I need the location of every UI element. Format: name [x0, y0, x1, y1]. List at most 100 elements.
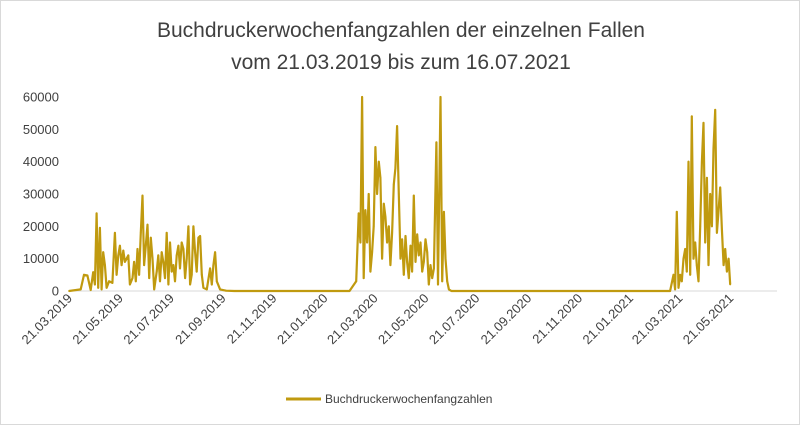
- data-point: [139, 231, 142, 234]
- data-point: [429, 264, 432, 266]
- data-point: [389, 264, 392, 266]
- data-point: [364, 209, 367, 212]
- data-point: [141, 194, 144, 197]
- data-point: [690, 115, 693, 118]
- data-point: [444, 257, 447, 260]
- data-point: [675, 210, 678, 213]
- data-point: [697, 280, 700, 283]
- data-point: [138, 273, 141, 276]
- data-point: [726, 270, 728, 273]
- data-point: [108, 280, 110, 283]
- data-point: [711, 225, 713, 228]
- data-point: [153, 288, 156, 291]
- data-point: [172, 264, 175, 266]
- data-point: [721, 228, 723, 231]
- data-point: [699, 225, 702, 228]
- x-tick-label: 21.07.2019: [120, 291, 177, 348]
- data-point: [162, 261, 165, 263]
- data-point: [122, 249, 125, 252]
- data-point: [685, 270, 688, 273]
- x-tick-label: 21.05.2019: [69, 291, 126, 348]
- data-point: [416, 233, 419, 236]
- data-point: [712, 147, 715, 150]
- data-point: [79, 288, 82, 291]
- y-tick-label: 40000: [23, 154, 59, 169]
- data-point: [402, 273, 405, 276]
- data-point: [401, 238, 403, 241]
- data-point: [185, 257, 188, 260]
- data-point: [214, 251, 217, 254]
- data-point: [702, 122, 705, 124]
- data-point: [160, 251, 163, 254]
- data-point: [372, 225, 375, 228]
- data-point: [92, 271, 95, 274]
- data-point: [433, 267, 435, 270]
- data-point: [182, 248, 185, 250]
- x-tick-label: 21.11.2020: [529, 291, 585, 347]
- data-point: [391, 231, 393, 234]
- data-point: [371, 251, 373, 254]
- data-point: [194, 251, 197, 254]
- data-point: [362, 277, 365, 279]
- data-point: [411, 270, 413, 273]
- x-tick-label: 21.05.2020: [375, 291, 432, 348]
- data-point: [421, 270, 424, 273]
- data-point: [177, 244, 180, 247]
- data-point: [212, 264, 215, 266]
- data-point: [396, 125, 398, 127]
- data-point: [348, 290, 351, 292]
- data-point: [672, 273, 675, 276]
- data-point: [210, 283, 213, 286]
- data-point: [359, 241, 362, 244]
- chart-subtitle: vom 21.03.2019 bis zum 16.07.2021: [231, 51, 571, 74]
- data-point: [446, 280, 449, 283]
- data-point: [134, 280, 137, 283]
- data-point: [412, 194, 415, 197]
- data-point: [694, 241, 697, 244]
- data-point: [382, 202, 385, 205]
- data-point: [417, 254, 420, 257]
- data-point: [674, 288, 676, 291]
- data-point: [125, 257, 128, 260]
- x-tick-label: 21.11.2019: [224, 291, 280, 347]
- data-point: [677, 286, 680, 289]
- data-point: [422, 261, 425, 263]
- data-point: [205, 288, 208, 291]
- y-tick-label: 30000: [23, 187, 59, 202]
- series-line: [68, 95, 732, 293]
- data-point: [94, 283, 96, 286]
- x-tick-label: 21.09.2020: [478, 291, 535, 348]
- data-point: [392, 183, 395, 186]
- y-tick-label: 20000: [23, 219, 59, 234]
- data-point: [437, 283, 439, 286]
- data-point: [215, 280, 218, 283]
- data-point: [394, 167, 397, 170]
- data-point: [450, 290, 453, 292]
- data-point: [219, 288, 222, 291]
- data-point: [404, 235, 407, 237]
- data-point: [187, 225, 190, 228]
- data-point: [149, 236, 152, 239]
- data-point: [729, 283, 732, 286]
- data-point: [131, 277, 134, 279]
- data-point: [381, 257, 383, 260]
- data-point: [714, 109, 717, 111]
- x-tick-label: 21.01.2021: [580, 291, 637, 348]
- data-point: [83, 273, 85, 276]
- data-point: [361, 96, 363, 98]
- data-point: [100, 288, 103, 291]
- data-point: [397, 193, 400, 195]
- data-point: [384, 215, 387, 218]
- data-point: [233, 290, 236, 292]
- data-point: [192, 225, 195, 228]
- data-point: [357, 212, 360, 215]
- data-point: [426, 251, 429, 254]
- data-point: [104, 264, 106, 266]
- data-point: [419, 241, 422, 244]
- data-point: [387, 225, 390, 228]
- data-point: [332, 290, 335, 292]
- y-tick-label: 60000: [23, 90, 59, 105]
- data-point: [716, 231, 718, 234]
- data-point: [174, 280, 176, 283]
